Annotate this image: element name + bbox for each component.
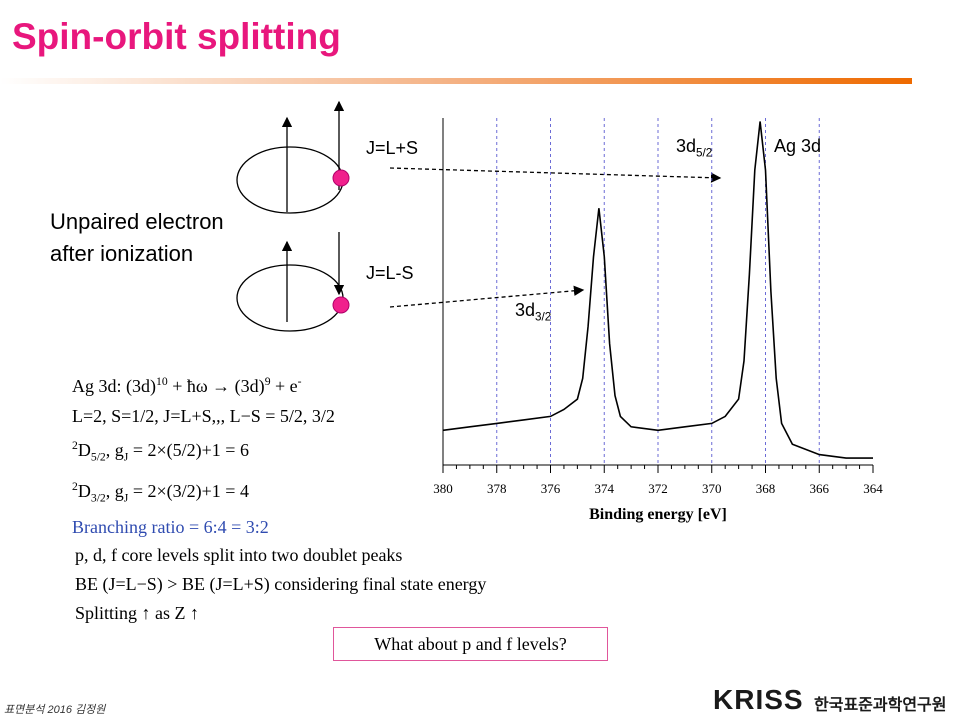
x-tick-label: 376 [541,481,561,496]
logo-org: 한국표준과학연구원 [814,697,947,714]
text-part: + ħω → (3d) [167,376,265,396]
x-tick-label: 364 [863,481,883,496]
formula-line: Ag 3d: (3d)10 + ħω → (3d)9 + e- [72,367,335,402]
text-part: 3d [515,300,536,320]
dashed-arrow [389,285,585,308]
sup-part: 10 [156,375,168,388]
x-tick-label: 372 [648,481,668,496]
sup-part: 2 [72,480,78,494]
sub-part: 5/2 [90,450,106,464]
spin-diagram [236,100,722,332]
state-label: J=L+S [366,138,419,158]
point: BE (J=L−S) > BE (J=L+S) considering fina… [75,574,487,594]
x-tick-label: 368 [756,481,776,496]
orbit [236,264,344,332]
note-line: Unpaired electron [50,209,224,234]
point: p, d, f core levels split into two doubl… [75,545,403,565]
orbit [236,146,344,214]
text-part: , g [105,481,124,502]
text-part: D [77,440,91,460]
text-part: , g [105,440,124,460]
text-part: D [77,481,91,502]
note-line: after ionization [50,241,194,266]
text-part: Branching ratio = 6:4 = 3:2 [72,517,269,538]
title: Spin-orbit splitting [12,16,341,57]
electron [332,296,350,314]
x-axis-label: Binding energy [eV] [589,506,727,523]
sub-part: J [123,450,129,464]
question: What about p and f levels? [374,634,567,654]
text-part: = 2×(5/2)+1 = 6 [128,440,249,460]
peak-label: 3d3/2 [515,300,551,324]
point: Splitting ↑ as Z ↑ [75,603,200,623]
logo: KRISS [713,684,804,715]
formula-line: Branching ratio = 6:4 = 3:2 [72,513,335,543]
note: Unpaired electron after ionization [50,206,224,270]
title-rule [0,78,912,84]
state-label: J=L-S [366,263,414,283]
peak-label: 3d5/2 [676,136,712,160]
spectrum-line [442,121,873,459]
text-part: L=2, S=1/2, J=L+S,,, L−S = 5/2, 3/2 [72,405,335,426]
sup-part: - [297,375,302,388]
footer: 표면분석 2016 김정원 [4,704,106,716]
formula-block: Ag 3d: (3d)10 + ħω → (3d)9 + e- L=2, S=1/… [72,367,335,543]
x-tick-label: 374 [595,481,615,496]
sup-part: 9 [264,375,271,388]
sup-part: 2 [72,439,78,452]
text-part: 3d [676,136,697,156]
formula-line: 2D5/2, gJ = 2×(5/2)+1 = 6 [72,431,335,472]
element-label: Ag 3d [774,136,822,156]
x-tick-label: 366 [810,481,830,496]
question-box: What about p and f levels? [333,627,608,661]
x-tick-label: 370 [702,481,722,496]
x-tick-label: 380 [433,481,453,496]
text-part: Ag 3d: (3d) [72,376,156,396]
sub-part: 3/2 [535,310,552,324]
electron [332,169,350,187]
sub-part: 3/2 [90,491,106,505]
points: p, d, f core levels split into two doubl… [75,541,486,628]
sub-part: 5/2 [696,146,713,160]
formula-line: L=2, S=1/2, J=L+S,,, L−S = 5/2, 3/2 [72,402,335,432]
text-part: = 2×(3/2)+1 = 4 [128,481,249,502]
dashed-arrow [389,167,722,183]
sub-part: J [123,491,129,505]
x-tick-label: 378 [487,481,507,496]
formula-line: 2D3/2, gJ = 2×(3/2)+1 = 4 [72,472,335,513]
text-part: + e [270,376,298,396]
